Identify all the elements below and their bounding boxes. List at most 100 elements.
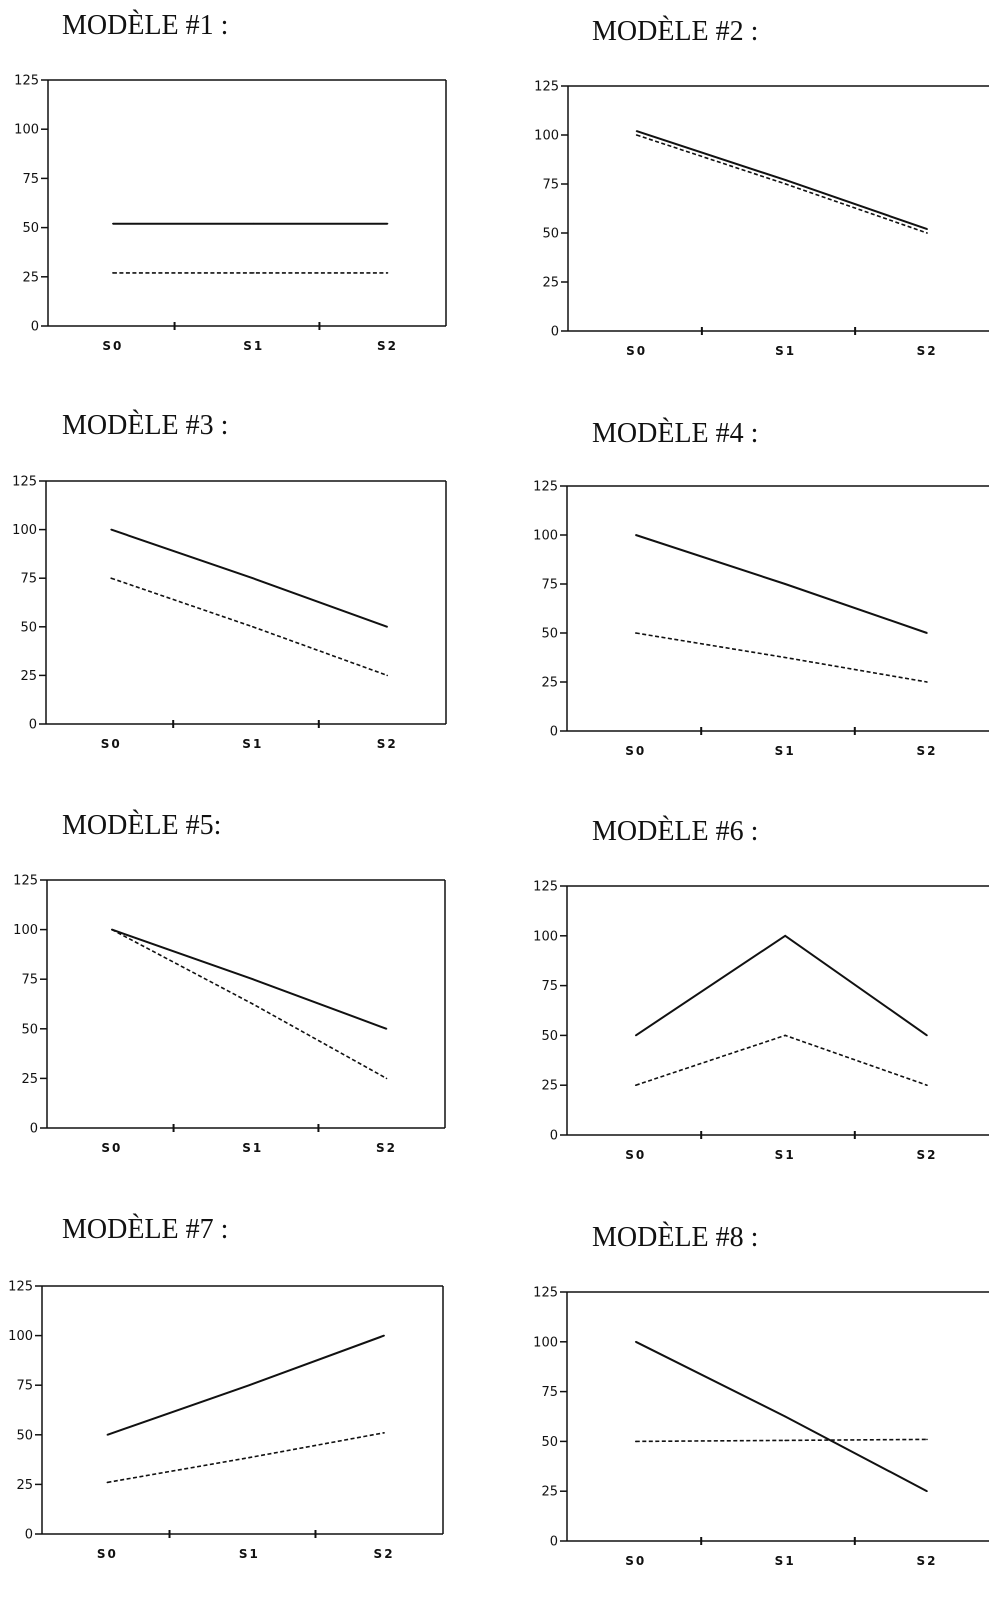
- chart-6-series-1-point-1: [784, 935, 786, 937]
- chart-1-x-label-1: S1: [243, 339, 264, 353]
- chart-3-series-1-point-1: [252, 577, 254, 579]
- chart-2-y-tick-label-2: 50: [542, 227, 559, 242]
- chart-4-series-2-line: [635, 632, 928, 683]
- chart-3-series-2-point-0: [110, 577, 112, 579]
- chart-7-y-tick-label-1: 25: [16, 1478, 33, 1493]
- chart-7-y-tick-label-5: 125: [8, 1280, 33, 1295]
- chart-5-title: MODÈLE #5:: [62, 810, 222, 841]
- chart-7-series-2-line: [107, 1432, 385, 1484]
- chart-5-x-label-1: S1: [242, 1141, 263, 1155]
- chart-7-x-label-1: S1: [239, 1547, 260, 1561]
- chart-8-title: MODÈLE #8 :: [592, 1222, 759, 1253]
- chart-4-x-label-2: S2: [916, 744, 937, 758]
- chart-5-series-2-point-1: [251, 1003, 254, 1005]
- chart-4-series-1-line: [635, 534, 928, 634]
- chart-8-y-tick-label-1: 25: [541, 1485, 558, 1500]
- chart-6-series-2-line: [635, 1034, 928, 1086]
- chart-8-y-tick-label-5: 125: [533, 1286, 558, 1301]
- chart-7-y-tick-label-2: 50: [16, 1428, 33, 1443]
- chart-5-x-label-0: S0: [101, 1141, 122, 1155]
- chart-8-x-label-2: S2: [916, 1554, 937, 1568]
- chart-5-series-1-line: [111, 928, 387, 1030]
- chart-5-series-2-point-0: [111, 928, 113, 931]
- chart-8-series-2-point-0: [634, 1440, 637, 1443]
- chart-2-series-2-point-0: [635, 134, 638, 136]
- chart-7-series-2-point-1: [248, 1456, 251, 1459]
- chart-3-y-tick-label-4: 100: [12, 523, 37, 538]
- chart-2-series-2-point-2: [926, 232, 928, 234]
- chart-2-y-tick-label-1: 25: [542, 276, 559, 291]
- chart-5-series-1-point-0: [111, 928, 113, 931]
- chart-8-series-1-point-2: [926, 1490, 928, 1492]
- chart-3-y-tick-label-5: 125: [12, 475, 37, 490]
- chart-1-y-tick-label-2: 50: [22, 221, 39, 236]
- chart-6-y-tick-label-1: 25: [541, 1079, 558, 1094]
- chart-6-y-tick-label-4: 100: [533, 929, 558, 944]
- chart-2-x-label-0: S0: [626, 344, 647, 358]
- chart-8-series-1-point-1: [784, 1415, 786, 1418]
- chart-3-series-1-point-2: [386, 626, 389, 628]
- chart-4-series-1-point-0: [634, 534, 637, 536]
- chart-3-series-1-point-0: [110, 528, 112, 531]
- chart-7-series-2-point-0: [106, 1481, 109, 1484]
- chart-5-y-tick-label-1: 25: [21, 1072, 38, 1087]
- chart-7-series-1-point-2: [383, 1334, 385, 1337]
- chart-1-series-1-point-0: [112, 222, 114, 225]
- chart-1-series-2-point-0: [112, 272, 114, 274]
- chart-5-y-tick-label-4: 100: [13, 923, 38, 938]
- chart-6-y-tick-label-5: 125: [533, 880, 558, 895]
- chart-4-y-tick-label-0: 0: [550, 725, 558, 740]
- chart-8-y-tick-label-2: 50: [541, 1435, 558, 1450]
- chart-5-y-tick-label-0: 0: [30, 1122, 38, 1137]
- chart-5-series-2-point-2: [385, 1077, 388, 1080]
- chart-3-y-tick-label-0: 0: [29, 718, 37, 733]
- chart-3-series-2-point-1: [252, 626, 254, 628]
- chart-5-series-1-point-1: [251, 978, 254, 980]
- chart-3-y-tick-label-2: 50: [20, 620, 37, 635]
- chart-6-series-1-point-0: [634, 1034, 637, 1037]
- chart-8-x-label-1: S1: [775, 1554, 796, 1568]
- chart-6-x-label-0: S0: [625, 1148, 646, 1162]
- chart-8-series-1-point-0: [634, 1341, 637, 1343]
- chart-3-series-2-point-2: [386, 674, 389, 677]
- chart-7-y-tick-label-4: 100: [8, 1329, 33, 1344]
- chart-4-y-tick-label-1: 25: [541, 676, 558, 691]
- chart-6-x-label-1: S1: [775, 1148, 796, 1162]
- chart-1-y-tick-label-3: 75: [22, 172, 39, 187]
- chart-2-series-1-point-1: [784, 179, 787, 181]
- chart-3-title: MODÈLE #3 :: [62, 410, 229, 441]
- chart-5-y-tick-label-3: 75: [21, 973, 38, 988]
- chart-7-y-tick-label-3: 75: [16, 1379, 33, 1394]
- chart-6-series-1-point-2: [926, 1034, 928, 1037]
- chart-8-series-1-line: [635, 1340, 928, 1493]
- chart-7-series-1-line: [107, 1334, 385, 1436]
- chart-8-y-tick-label-4: 100: [533, 1335, 558, 1350]
- chart-5-y-tick-label-2: 50: [21, 1022, 38, 1037]
- chart-1-y-tick-label-1: 25: [22, 270, 39, 285]
- chart-4-series-2-point-1: [784, 656, 786, 659]
- chart-2-x-label-1: S1: [775, 344, 796, 358]
- chart-2-y-tick-label-5: 125: [534, 80, 559, 95]
- chart-4-x-label-0: S0: [625, 744, 646, 758]
- chart-4-y-tick-label-4: 100: [533, 529, 558, 544]
- chart-1-series-1-point-2: [386, 222, 389, 225]
- chart-1-series-1-point-1: [252, 222, 255, 225]
- chart-2-y-tick-label-3: 75: [542, 178, 559, 193]
- chart-3-series-1-line: [110, 528, 388, 628]
- chart-7-series-2-point-2: [383, 1432, 385, 1434]
- chart-7-title: MODÈLE #7 :: [62, 1214, 229, 1245]
- chart-7-series-1-point-1: [248, 1384, 251, 1386]
- chart-6-x-label-2: S2: [916, 1148, 937, 1162]
- chart-8-series-2-point-1: [784, 1439, 786, 1442]
- chart-3-y-tick-label-1: 25: [20, 669, 37, 684]
- chart-4-y-tick-label-3: 75: [541, 578, 558, 593]
- chart-2-x-label-2: S2: [917, 344, 938, 358]
- chart-6-title: MODÈLE #6 :: [592, 816, 759, 847]
- chart-2-series-2-line: [636, 134, 928, 234]
- chart-4-series-2-point-2: [926, 681, 928, 683]
- chart-1-y-tick-label-4: 100: [14, 123, 39, 138]
- chart-3-x-label-1: S1: [242, 737, 263, 751]
- chart-7-x-label-2: S2: [374, 1547, 395, 1561]
- chart-7-series-1-point-0: [106, 1434, 109, 1436]
- chart-4-series-2-point-0: [634, 632, 637, 634]
